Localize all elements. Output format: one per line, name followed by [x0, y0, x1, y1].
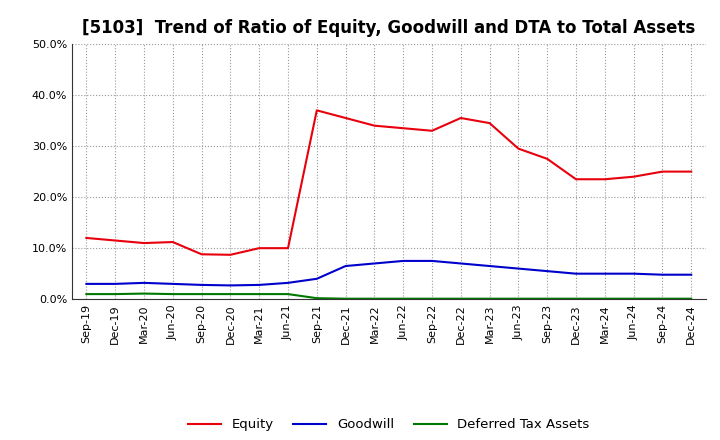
Deferred Tax Assets — [514, 296, 523, 301]
Equity — [572, 176, 580, 182]
Line: Goodwill: Goodwill — [86, 261, 691, 286]
Deferred Tax Assets — [341, 296, 350, 301]
Equity — [197, 252, 206, 257]
Legend: Equity, Goodwill, Deferred Tax Assets: Equity, Goodwill, Deferred Tax Assets — [183, 413, 595, 436]
Deferred Tax Assets — [226, 291, 235, 297]
Deferred Tax Assets — [370, 296, 379, 301]
Equity — [543, 156, 552, 161]
Equity — [226, 252, 235, 257]
Goodwill — [428, 258, 436, 264]
Equity — [312, 108, 321, 113]
Goodwill — [687, 272, 696, 277]
Goodwill — [600, 271, 609, 276]
Deferred Tax Assets — [543, 296, 552, 301]
Goodwill — [255, 282, 264, 288]
Deferred Tax Assets — [82, 291, 91, 297]
Goodwill — [629, 271, 638, 276]
Goodwill — [456, 261, 465, 266]
Equity — [629, 174, 638, 180]
Goodwill — [168, 281, 177, 286]
Deferred Tax Assets — [600, 296, 609, 301]
Goodwill — [312, 276, 321, 282]
Equity — [399, 125, 408, 131]
Equity — [485, 121, 494, 126]
Goodwill — [370, 261, 379, 266]
Equity — [82, 235, 91, 241]
Goodwill — [197, 282, 206, 288]
Deferred Tax Assets — [687, 296, 696, 301]
Line: Deferred Tax Assets: Deferred Tax Assets — [86, 293, 691, 299]
Goodwill — [82, 281, 91, 286]
Equity — [140, 240, 148, 246]
Deferred Tax Assets — [485, 296, 494, 301]
Goodwill — [399, 258, 408, 264]
Deferred Tax Assets — [312, 296, 321, 301]
Goodwill — [514, 266, 523, 271]
Deferred Tax Assets — [111, 291, 120, 297]
Equity — [687, 169, 696, 174]
Line: Equity: Equity — [86, 110, 691, 255]
Deferred Tax Assets — [572, 296, 580, 301]
Deferred Tax Assets — [197, 291, 206, 297]
Goodwill — [284, 280, 292, 286]
Goodwill — [543, 268, 552, 274]
Equity — [168, 239, 177, 245]
Goodwill — [111, 281, 120, 286]
Equity — [600, 176, 609, 182]
Deferred Tax Assets — [168, 291, 177, 297]
Deferred Tax Assets — [140, 291, 148, 296]
Equity — [370, 123, 379, 128]
Goodwill — [658, 272, 667, 277]
Goodwill — [226, 283, 235, 288]
Deferred Tax Assets — [284, 291, 292, 297]
Goodwill — [485, 264, 494, 269]
Equity — [428, 128, 436, 133]
Deferred Tax Assets — [399, 296, 408, 301]
Equity — [284, 246, 292, 251]
Goodwill — [572, 271, 580, 276]
Equity — [456, 115, 465, 121]
Equity — [341, 115, 350, 121]
Equity — [255, 246, 264, 251]
Deferred Tax Assets — [658, 296, 667, 301]
Deferred Tax Assets — [255, 291, 264, 297]
Equity — [514, 146, 523, 151]
Deferred Tax Assets — [456, 296, 465, 301]
Goodwill — [140, 280, 148, 286]
Deferred Tax Assets — [428, 296, 436, 301]
Goodwill — [341, 264, 350, 269]
Deferred Tax Assets — [629, 296, 638, 301]
Title: [5103]  Trend of Ratio of Equity, Goodwill and DTA to Total Assets: [5103] Trend of Ratio of Equity, Goodwil… — [82, 19, 696, 37]
Equity — [658, 169, 667, 174]
Equity — [111, 238, 120, 243]
